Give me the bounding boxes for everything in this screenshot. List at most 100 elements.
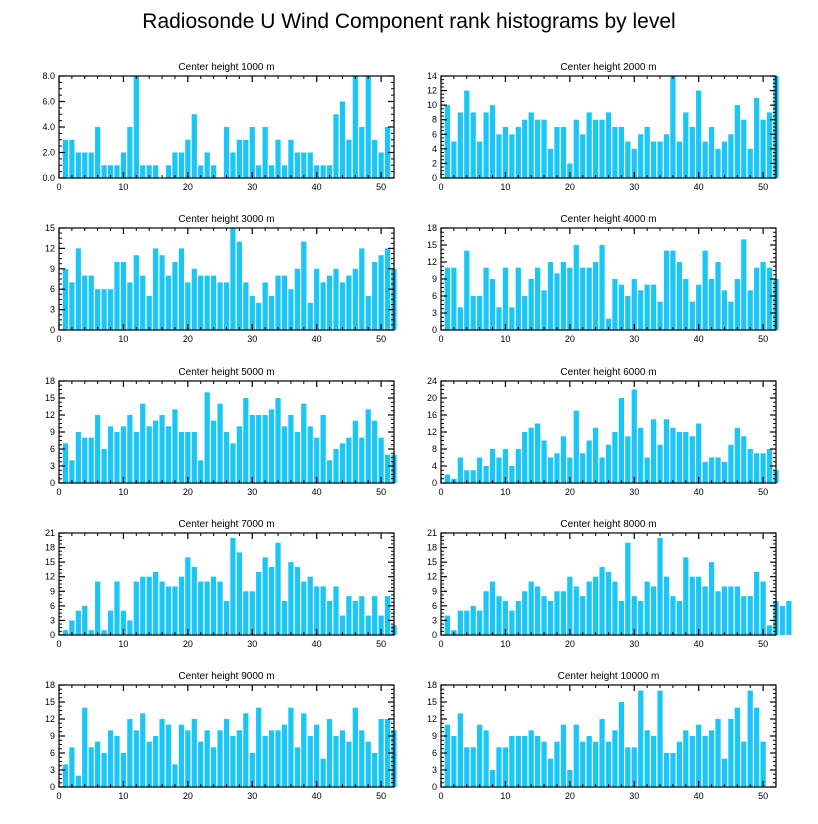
bar — [288, 139, 294, 178]
bar — [612, 581, 618, 635]
bar — [580, 741, 586, 787]
bar — [650, 586, 657, 635]
bar — [618, 601, 625, 635]
bar — [715, 148, 721, 178]
bar — [747, 148, 753, 178]
bar — [62, 268, 69, 330]
bar — [165, 165, 172, 178]
bar — [708, 730, 715, 787]
bar — [230, 537, 236, 635]
bar — [451, 267, 457, 330]
x-tick-label: 0 — [438, 639, 443, 649]
bar — [586, 581, 592, 635]
bar — [62, 443, 69, 483]
panel-2: Center height 2000 m 0 10 20 30 40 50 0 2 4 6 8 10 12… — [427, 62, 779, 192]
bar — [133, 581, 139, 635]
bar — [567, 457, 573, 483]
bar — [326, 460, 333, 483]
bar — [502, 747, 509, 787]
bar — [657, 537, 663, 635]
bar — [625, 747, 631, 787]
y-tick-label: 0 — [50, 782, 55, 792]
bar — [107, 289, 114, 330]
y-tick-label: 4 — [432, 144, 437, 154]
bar — [185, 139, 191, 178]
bar — [580, 453, 586, 483]
y-tick-label: 15 — [427, 557, 437, 567]
bar — [107, 426, 114, 483]
panel-title: Center height 7000 m — [178, 519, 274, 530]
bar — [528, 112, 534, 178]
x-tick-label: 10 — [500, 791, 510, 801]
y-tick-label: 12 — [427, 257, 437, 267]
bar — [275, 542, 281, 635]
bar — [734, 105, 740, 178]
bar — [760, 581, 766, 635]
bar — [528, 581, 534, 635]
bar — [702, 461, 708, 483]
bar — [625, 542, 631, 635]
bar — [275, 398, 281, 483]
bar — [69, 460, 75, 483]
bar — [721, 758, 728, 787]
bar — [509, 134, 515, 178]
y-tick-label: 15 — [45, 393, 55, 403]
y-tick-label: 3 — [50, 305, 55, 315]
bar — [243, 713, 249, 787]
bar — [198, 275, 204, 330]
bar — [378, 152, 384, 178]
bar — [95, 415, 101, 483]
bar — [657, 141, 663, 178]
x-tick-label: 0 — [56, 334, 61, 344]
y-tick-label: 12 — [45, 410, 55, 420]
x-tick-label: 10 — [500, 182, 510, 192]
bar — [689, 436, 695, 483]
bar — [560, 591, 567, 635]
bar — [618, 702, 625, 787]
bar — [586, 267, 592, 330]
bar — [281, 426, 288, 483]
bar — [663, 753, 670, 787]
bar — [236, 426, 243, 483]
y-tick-label: 12 — [45, 572, 55, 582]
y-tick-label: 6 — [432, 748, 437, 758]
x-tick-label: 50 — [376, 639, 386, 649]
y-tick-label: 21 — [427, 528, 437, 538]
bar — [650, 141, 657, 178]
bar — [515, 267, 521, 330]
bar — [535, 586, 541, 635]
bar — [346, 275, 352, 330]
bar — [82, 437, 88, 483]
bar — [75, 775, 81, 787]
bar — [612, 730, 618, 787]
bar — [191, 114, 197, 178]
x-tick-label: 50 — [758, 639, 768, 649]
bar — [541, 596, 547, 635]
bar — [217, 403, 223, 483]
bar — [372, 420, 378, 483]
y-tick-label: 6 — [432, 601, 437, 611]
bar — [528, 730, 534, 787]
bar — [644, 730, 650, 787]
bar — [592, 119, 599, 178]
bar — [541, 440, 547, 483]
x-tick-label: 0 — [56, 791, 61, 801]
bar — [268, 165, 275, 178]
y-tick-label: 12 — [427, 86, 437, 96]
y-tick-label: 6 — [50, 284, 55, 294]
bar — [754, 97, 760, 178]
bar — [657, 301, 663, 330]
bar — [683, 432, 689, 483]
bar — [314, 268, 320, 330]
x-tick-label: 40 — [312, 182, 322, 192]
bar — [444, 267, 451, 330]
bar — [708, 127, 715, 178]
bar — [82, 152, 88, 178]
x-tick-label: 40 — [312, 791, 322, 801]
bar — [444, 474, 451, 483]
bar — [638, 690, 644, 787]
bar — [314, 437, 320, 483]
y-tick-label: 0.0 — [42, 173, 55, 183]
bar — [352, 420, 358, 483]
